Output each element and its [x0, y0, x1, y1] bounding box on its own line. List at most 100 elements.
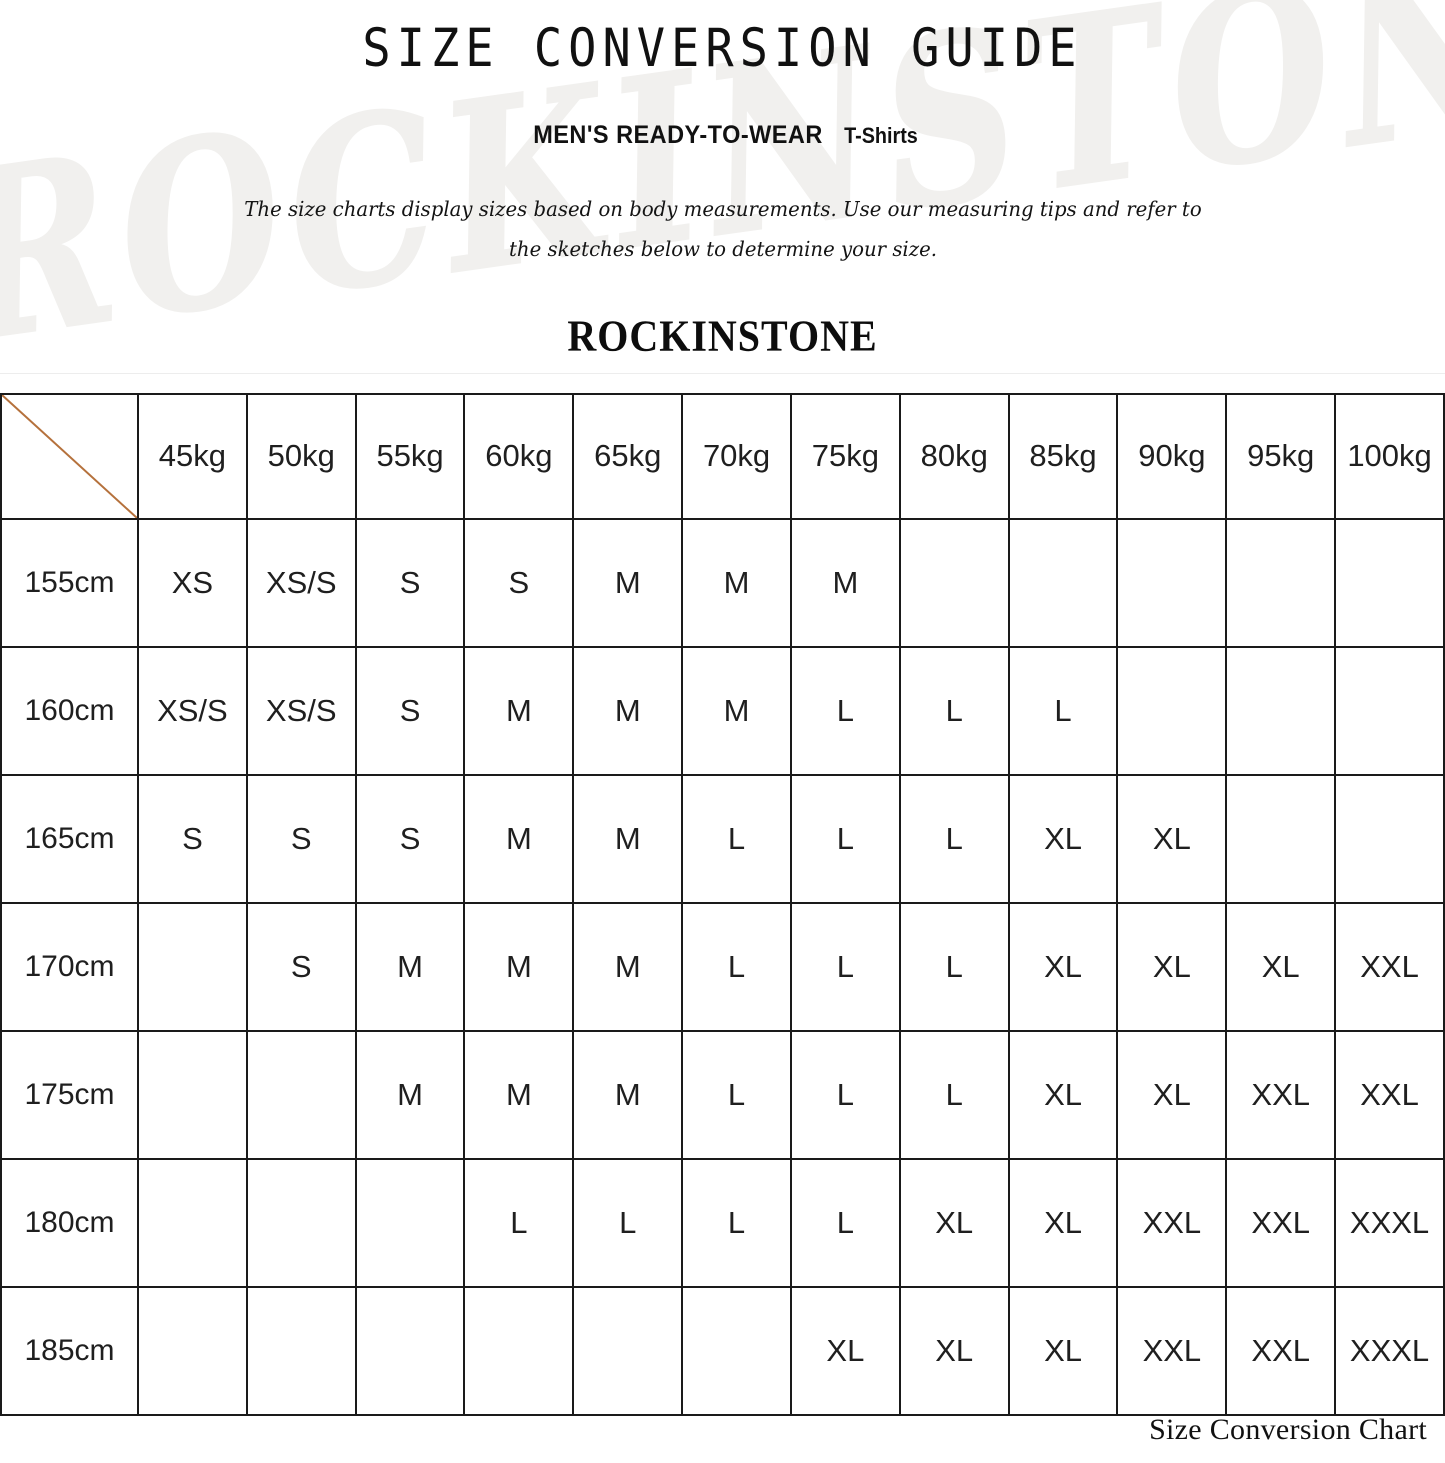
size-cell: M: [463, 1029, 575, 1160]
column-header-weight: 95kg: [1225, 392, 1337, 520]
table-row: 155cm XS XS/S S S M M M: [0, 517, 1445, 648]
table-row: 170cm S M M M L L L XL XL XL XXL: [0, 901, 1445, 1032]
column-header-weight: 45kg: [137, 392, 248, 520]
row-header-height: 170cm: [0, 901, 139, 1032]
empty-cell: [1334, 517, 1445, 648]
table-row: 175cm M M M L L L XL XL XXL XXL: [0, 1029, 1445, 1160]
size-cell: XXL: [1225, 1285, 1337, 1416]
size-cell: M: [354, 901, 466, 1032]
column-header-weight: 50kg: [245, 392, 357, 520]
empty-cell: [1225, 517, 1337, 648]
empty-cell: [1225, 773, 1337, 904]
size-cell: M: [572, 645, 684, 776]
size-cell: XXXL: [1334, 1285, 1445, 1416]
size-cell: S: [137, 773, 248, 904]
empty-cell: [1116, 645, 1228, 776]
column-header-weight: 80kg: [898, 392, 1010, 520]
size-cell: S: [245, 773, 357, 904]
empty-cell: [354, 1285, 466, 1416]
table-row: 160cm XS/S XS/S S M M M L L L: [0, 645, 1445, 776]
empty-cell: [1007, 517, 1119, 648]
size-cell: L: [789, 901, 901, 1032]
empty-cell: [898, 517, 1010, 648]
empty-cell: [245, 1157, 357, 1288]
size-cell: S: [463, 517, 575, 648]
footer-caption: Size Conversion Chart: [1149, 1413, 1427, 1446]
table-row: 180cm L L L L XL XL XXL XXL XXXL: [0, 1157, 1445, 1288]
row-header-height: 180cm: [0, 1157, 139, 1288]
column-header-weight: 100kg: [1334, 392, 1445, 520]
size-cell: M: [572, 773, 684, 904]
description-text: The size charts display sizes based on b…: [243, 197, 1202, 261]
size-cell: S: [354, 517, 466, 648]
size-cell: XL: [1225, 901, 1337, 1032]
table-row: 165cm S S S M M L L L XL XL: [0, 773, 1445, 904]
row-header-height: 155cm: [0, 517, 139, 648]
size-cell: XS: [137, 517, 248, 648]
size-cell: S: [245, 901, 357, 1032]
empty-cell: [681, 1285, 792, 1416]
size-cell: M: [463, 901, 575, 1032]
column-header-weight: 60kg: [463, 392, 575, 520]
size-cell: XL: [1007, 1285, 1119, 1416]
size-cell: XL: [1007, 1029, 1119, 1160]
size-cell: XXL: [1116, 1157, 1228, 1288]
subtitle-garment: T-Shirts: [843, 123, 918, 148]
size-conversion-table: 45kg 50kg 55kg 60kg 65kg 70kg 75kg 80kg 85kg 90kg…: [0, 392, 1445, 1416]
size-cell: S: [354, 645, 466, 776]
table-corner-cell: [0, 392, 139, 520]
size-cell: M: [789, 517, 901, 648]
column-header-weight: 85kg: [1007, 392, 1119, 520]
size-cell: XS/S: [137, 645, 248, 776]
diagonal-divider-icon: [2, 394, 137, 518]
subtitle: MEN'S READY-TO-WEAR T-Shirts: [0, 121, 1445, 150]
size-cell: L: [789, 773, 901, 904]
empty-cell: [1225, 645, 1337, 776]
row-header-height: 175cm: [0, 1029, 139, 1160]
size-cell: L: [789, 1029, 901, 1160]
size-cell: S: [354, 773, 466, 904]
size-cell: XL: [1116, 901, 1228, 1032]
size-cell: XL: [1007, 773, 1119, 904]
empty-cell: [137, 1157, 248, 1288]
size-cell: XXL: [1334, 1029, 1445, 1160]
size-cell: L: [681, 773, 792, 904]
empty-cell: [1116, 517, 1228, 648]
column-header-weight: 65kg: [572, 392, 684, 520]
size-cell: XXXL: [1334, 1157, 1445, 1288]
empty-cell: [137, 1029, 248, 1160]
subtitle-category: MEN'S READY-TO-WEAR: [532, 121, 823, 149]
size-cell: M: [681, 645, 792, 776]
size-cell: M: [354, 1029, 466, 1160]
size-cell: L: [681, 1157, 792, 1288]
size-cell: L: [681, 1029, 792, 1160]
brand-name: ROCKINSTONE: [567, 310, 878, 361]
size-cell: XL: [898, 1285, 1010, 1416]
empty-cell: [137, 1285, 248, 1416]
size-cell: M: [681, 517, 792, 648]
size-cell: L: [898, 645, 1010, 776]
size-guide-page: SIZE CONVERSION GUIDE MEN'S READY-TO-WEA…: [0, 18, 1445, 1416]
table-body: 45kg 50kg 55kg 60kg 65kg 70kg 75kg 80kg 85kg 90kg…: [0, 392, 1445, 1416]
size-cell: L: [898, 901, 1010, 1032]
size-cell: XL: [789, 1285, 901, 1416]
column-header-weight: 55kg: [354, 392, 466, 520]
size-cell: XXL: [1116, 1285, 1228, 1416]
column-header-weight: 75kg: [789, 392, 901, 520]
row-header-height: 160cm: [0, 645, 139, 776]
size-cell: L: [898, 1029, 1010, 1160]
size-cell: XS/S: [245, 645, 357, 776]
size-cell: XXL: [1225, 1157, 1337, 1288]
empty-cell: [463, 1285, 575, 1416]
size-cell: XL: [898, 1157, 1010, 1288]
column-header-weight: 90kg: [1116, 392, 1228, 520]
empty-cell: [245, 1285, 357, 1416]
size-cell: XL: [1116, 1029, 1228, 1160]
size-cell: L: [1007, 645, 1119, 776]
size-cell: M: [572, 901, 684, 1032]
table-row: 185cm XL XL XL XXL XXL XXXL: [0, 1285, 1445, 1416]
empty-cell: [1334, 645, 1445, 776]
size-cell: L: [572, 1157, 684, 1288]
size-cell: M: [572, 1029, 684, 1160]
size-cell: XXL: [1225, 1029, 1337, 1160]
